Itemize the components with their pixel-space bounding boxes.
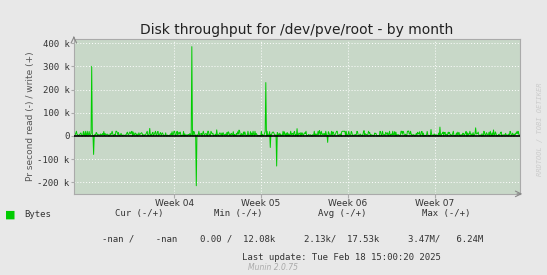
Text: Min (-/+): Min (-/+) (214, 209, 262, 218)
Y-axis label: Pr second read (-) / write (+): Pr second read (-) / write (+) (26, 51, 34, 181)
Text: Bytes: Bytes (25, 210, 51, 219)
Text: Last update: Tue Feb 18 15:00:20 2025: Last update: Tue Feb 18 15:00:20 2025 (242, 253, 441, 262)
Text: 3.47M/   6.24M: 3.47M/ 6.24M (408, 235, 484, 244)
Text: -nan /    -nan: -nan / -nan (102, 235, 177, 244)
Text: Avg (-/+): Avg (-/+) (318, 209, 366, 218)
Text: RRDTOOL / TOBI OETIKER: RRDTOOL / TOBI OETIKER (537, 82, 543, 176)
Text: Munin 2.0.75: Munin 2.0.75 (248, 263, 299, 272)
Text: Max (-/+): Max (-/+) (422, 209, 470, 218)
Text: Cur (-/+): Cur (-/+) (115, 209, 164, 218)
Text: 0.00 /  12.08k: 0.00 / 12.08k (200, 235, 276, 244)
Text: 2.13k/  17.53k: 2.13k/ 17.53k (304, 235, 380, 244)
Text: ■: ■ (5, 210, 16, 219)
Title: Disk throughput for /dev/pve/root - by month: Disk throughput for /dev/pve/root - by m… (140, 23, 453, 37)
